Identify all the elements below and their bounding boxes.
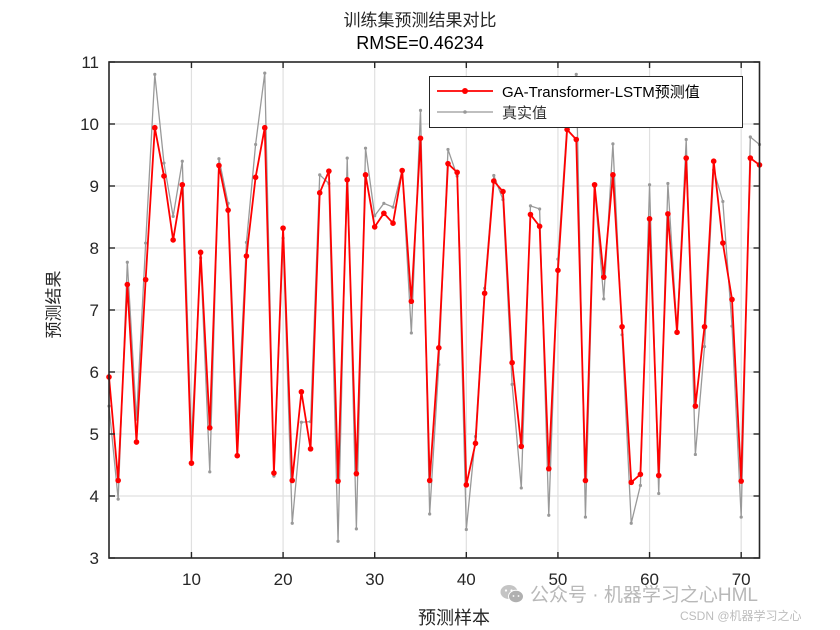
tick-labels: 10 20 30 40 50 60 70 3 4 5 6 7 8 9 10 11 bbox=[80, 53, 751, 589]
axes bbox=[108, 61, 761, 559]
chart-title: 训练集预测结果对比 bbox=[343, 11, 497, 31]
legend-red-line-marker-icon bbox=[437, 88, 493, 94]
legend-gray-line-marker-icon bbox=[437, 110, 493, 114]
x-tick-label: 70 bbox=[732, 570, 751, 589]
x-tick-label: 40 bbox=[457, 570, 476, 589]
x-tick-label: 30 bbox=[365, 570, 384, 589]
y-tick-label: 4 bbox=[90, 487, 99, 506]
legend-label-predicted: GA-Transformer-LSTM预测值 bbox=[502, 83, 700, 101]
grid-lines bbox=[109, 62, 760, 558]
y-tick-label: 3 bbox=[90, 549, 99, 568]
y-tick-label: 9 bbox=[90, 177, 99, 196]
watermark: 公众号 · 机器学习之心HML bbox=[500, 580, 758, 607]
csdn-watermark: CSDN @机器学习之心 bbox=[680, 609, 802, 623]
legend-item-actual: 真实值 bbox=[430, 101, 547, 123]
y-tick-label: 5 bbox=[90, 425, 99, 444]
legend-label-actual: 真实值 bbox=[502, 103, 548, 122]
y-tick-label: 11 bbox=[81, 53, 99, 72]
x-tick-label: 20 bbox=[274, 570, 293, 589]
x-tick-label: 10 bbox=[182, 570, 201, 589]
x-axis-label: 预测样本 bbox=[418, 608, 490, 629]
wechat-icon bbox=[500, 585, 524, 604]
series-predicted-line bbox=[106, 124, 763, 488]
chart-subtitle-rmse: RMSE=0.46234 bbox=[356, 33, 484, 53]
y-tick-label: 8 bbox=[90, 239, 99, 258]
y-axis-label: 预测结果 bbox=[44, 270, 65, 339]
y-tick-label: 6 bbox=[90, 363, 99, 382]
y-tick-label: 7 bbox=[90, 301, 99, 320]
x-tick-label: 50 bbox=[548, 570, 567, 589]
legend: GA-Transformer-LSTM预测值 真实值 bbox=[429, 76, 743, 128]
series-actual-line bbox=[107, 71, 762, 543]
x-tick-label: 60 bbox=[640, 570, 659, 589]
watermark-text: 公众号 · 机器学习之心HML bbox=[530, 585, 759, 606]
y-tick-label: 10 bbox=[80, 115, 99, 134]
legend-item-predicted: GA-Transformer-LSTM预测值 bbox=[430, 80, 700, 102]
